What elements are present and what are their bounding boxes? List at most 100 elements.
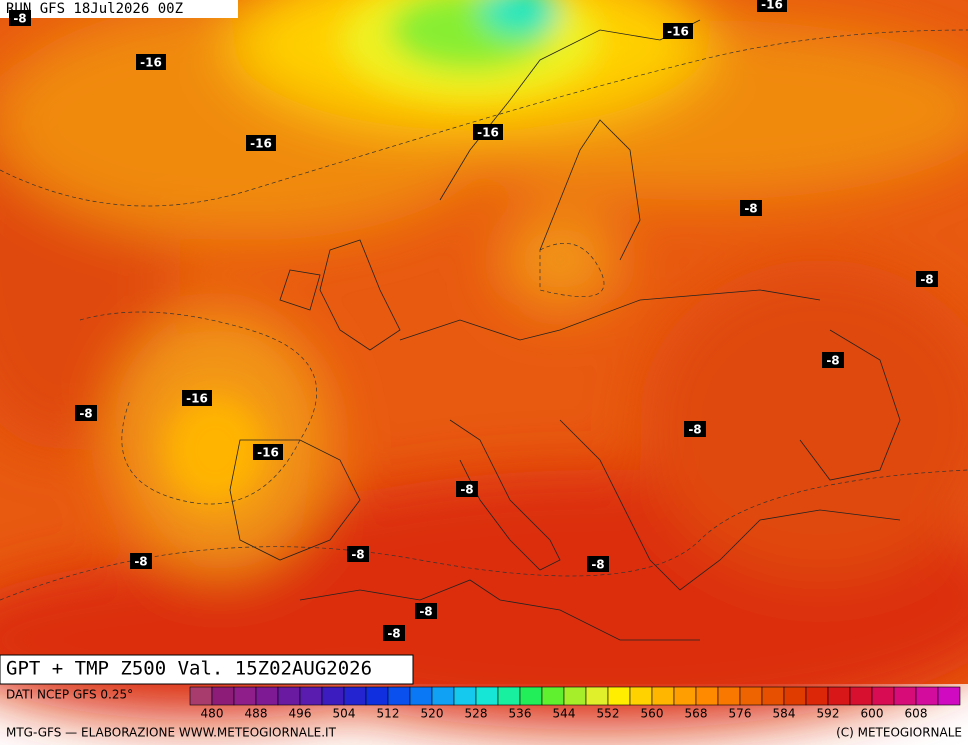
scale-swatch	[937, 686, 961, 706]
scale-swatch	[563, 686, 587, 706]
scale-swatch	[629, 686, 653, 706]
scale-swatch	[497, 686, 521, 706]
contour-label: -8	[826, 354, 839, 368]
contour-label-box	[182, 390, 212, 406]
contour-label-box	[383, 625, 405, 641]
contour-label-box	[473, 124, 503, 140]
scale-tick-label: 496	[289, 707, 312, 721]
scale-tick-label: 568	[685, 707, 708, 721]
scale-tick-label: 528	[465, 707, 488, 721]
scale-tick-label: 504	[333, 707, 356, 721]
title-box	[0, 654, 414, 685]
scale-swatch	[409, 686, 433, 706]
scale-swatch	[211, 686, 235, 706]
scale-swatch	[453, 686, 477, 706]
contour-label: -8	[419, 605, 432, 619]
scale-tick-label: 520	[421, 707, 444, 721]
scale-tick-label: 512	[377, 707, 400, 721]
scale-swatch	[585, 686, 609, 706]
scale-tick-label: 608	[905, 707, 928, 721]
contour-label: -8	[744, 202, 757, 216]
scale-swatch	[541, 686, 565, 706]
contour-label-box	[916, 271, 938, 287]
contour-label: -16	[761, 0, 783, 12]
scale-tick-label: 576	[729, 707, 752, 721]
scale-swatch	[607, 686, 631, 706]
contour-label-box	[130, 553, 152, 569]
contour-label-box	[684, 421, 706, 437]
contours	[0, 29, 968, 601]
contour-label: -8	[688, 423, 701, 437]
contour-label: -16	[186, 392, 208, 406]
contour-label-box	[246, 135, 276, 151]
contour-label: -8	[387, 627, 400, 641]
contour-label-box	[347, 546, 369, 562]
contour-label: -8	[460, 483, 473, 497]
contour-label-box	[740, 200, 762, 216]
scale-swatch	[673, 686, 697, 706]
contour-label-box	[663, 23, 693, 39]
map-title: GPT + TMP Z500 Val. 15Z02AUG2026	[6, 658, 372, 680]
footer-left: MTG-GFS — ELABORAZIONE WWW.METEOGIORNALE…	[6, 726, 337, 740]
scale-tick-label: 536	[509, 707, 532, 721]
scale-swatch	[871, 686, 895, 706]
scale-swatch	[343, 686, 367, 706]
scale-swatch	[915, 686, 939, 706]
contour-label: -16	[667, 25, 689, 39]
contour-label: -16	[140, 56, 162, 70]
scale-swatch	[761, 686, 785, 706]
scale-swatch	[695, 686, 719, 706]
contour-label-box	[75, 405, 97, 421]
scale-swatch	[717, 686, 741, 706]
contour-label-box	[253, 444, 283, 460]
scale-swatch	[849, 686, 873, 706]
contour-label: -16	[257, 446, 279, 460]
contour-label-box	[822, 352, 844, 368]
contour-label-box	[136, 54, 166, 70]
contour-label: -8	[13, 12, 26, 26]
run-label: RUN GFS 18Jul2026 00Z	[6, 1, 183, 17]
contour-labels: -8 -16 -16 -16 -16 -16 -8 -8 -8 -8 -16 -16 -8 -8 -8 -8 -…	[9, 0, 938, 641]
footer-right: (C) METEOGIORNALE	[836, 726, 962, 740]
contour-label-box	[587, 556, 609, 572]
scale-swatch	[233, 686, 257, 706]
scale-swatch	[783, 686, 807, 706]
contour-label: -8	[920, 273, 933, 287]
contour-label-box	[757, 0, 787, 12]
scale-swatch	[189, 686, 213, 706]
scale-tick-label: 584	[773, 707, 796, 721]
header-box	[0, 0, 238, 18]
scale-swatch	[387, 686, 411, 706]
coastlines	[229, 19, 901, 641]
scale-swatch	[805, 686, 829, 706]
contour-label: -8	[134, 555, 147, 569]
scale-swatch	[651, 686, 675, 706]
scale-swatch	[321, 686, 345, 706]
contour-label-box	[456, 481, 478, 497]
source-label: DATI NCEP GFS 0.25°	[6, 688, 133, 702]
scale-swatch	[255, 686, 279, 706]
scale-swatch	[519, 686, 543, 706]
scale-tick-label: 592	[817, 707, 840, 721]
contour-label: -16	[477, 126, 499, 140]
scale-swatch	[827, 686, 851, 706]
scale-swatch	[277, 686, 301, 706]
scale-swatch	[739, 686, 763, 706]
scale-tick-label: 552	[597, 707, 620, 721]
contour-label: -16	[250, 137, 272, 151]
scale-tick-label: 544	[553, 707, 576, 721]
contour-label-box	[415, 603, 437, 619]
map	[0, 0, 968, 730]
scale-swatch	[299, 686, 323, 706]
scale-tick-label: 488	[245, 707, 268, 721]
scale-tick-label: 560	[641, 707, 664, 721]
scale-swatch	[365, 686, 389, 706]
scale-swatch	[431, 686, 455, 706]
color-scale: 480 488 496 504 512 520 528 536 544 552 560 568 576 5…	[189, 686, 961, 721]
scale-swatch	[893, 686, 917, 706]
contour-label-box	[9, 10, 31, 26]
scale-tick-label: 480	[201, 707, 224, 721]
scale-swatch	[475, 686, 499, 706]
contour-label: -8	[79, 407, 92, 421]
